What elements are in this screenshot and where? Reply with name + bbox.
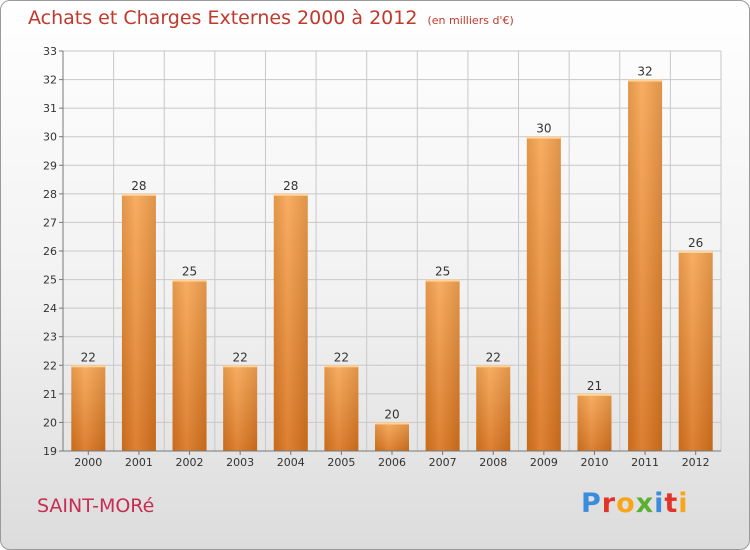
bar-top-edge-2012	[678, 251, 713, 253]
bar-shade-2004	[273, 193, 308, 451]
x-tick-label-2012: 2012	[682, 456, 710, 469]
title-row: Achats et Charges Externes 2000 à 2012 (e…	[28, 7, 514, 29]
x-tick-label-2000: 2000	[74, 456, 102, 469]
axes	[59, 50, 721, 455]
x-tick-label-2004: 2004	[277, 456, 305, 469]
bar-top-edge-2000	[71, 365, 106, 368]
bar-shade-2000	[71, 365, 106, 451]
bar-top-edge-2001	[121, 193, 156, 196]
x-tick-label-2007: 2007	[429, 456, 457, 469]
y-tick-label: 21	[43, 388, 57, 401]
data-label-2002: 25	[182, 265, 197, 279]
bar-top-edge-2011	[628, 79, 663, 82]
bar-top-edge-2006	[375, 422, 409, 425]
bar-shade-2008	[476, 365, 511, 451]
logo-letter: o	[616, 488, 636, 519]
bar-shade-2012	[678, 251, 713, 451]
y-tick-label: 23	[43, 331, 57, 344]
bar-shade-2006	[375, 422, 409, 451]
y-tick-label: 30	[43, 131, 57, 144]
bar-shade-2007	[425, 279, 460, 451]
grid-lines	[62, 50, 722, 452]
x-tick-label-2002: 2002	[176, 456, 204, 469]
x-tick-label-2011: 2011	[631, 456, 659, 469]
chart-subtitle: (en milliers d'€)	[427, 14, 514, 27]
y-tick-label: 24	[43, 302, 57, 315]
bar-top-edge-2010	[577, 393, 612, 396]
bar-shade-2011	[628, 79, 663, 452]
y-tick-label: 28	[43, 188, 57, 201]
data-label-2003: 22	[233, 350, 248, 364]
x-tick-label-2008: 2008	[479, 456, 507, 469]
y-tick-label: 32	[43, 74, 57, 87]
y-tick-label: 26	[43, 245, 57, 258]
logo-letter: i	[678, 488, 689, 519]
y-tick-label: 31	[43, 102, 57, 115]
data-label-2011: 32	[637, 65, 652, 79]
x-tick-label-2009: 2009	[530, 456, 558, 469]
logo-letter: x	[635, 488, 655, 519]
chart-title: Achats et Charges Externes 2000 à 2012	[28, 7, 418, 29]
bar-shade-2001	[121, 193, 156, 451]
data-label-2009: 30	[536, 122, 551, 136]
bar-top-edge-2004	[273, 193, 308, 196]
bar-top-edge-2002	[172, 279, 207, 282]
bar-top-edge-2005	[324, 365, 359, 368]
x-tick-label-2001: 2001	[125, 456, 153, 469]
logo-letter: r	[601, 488, 617, 519]
bar-top-edge-2003	[223, 365, 258, 368]
data-label-2006: 20	[384, 407, 399, 421]
bar-shade-2003	[223, 365, 258, 451]
data-label-2001: 28	[131, 179, 146, 193]
logo-letter: i	[654, 488, 665, 519]
x-tick-label-2003: 2003	[226, 456, 254, 469]
x-tick-label-2010: 2010	[580, 456, 608, 469]
commune-name: SAINT-MORé	[37, 495, 155, 517]
y-tick-label: 20	[43, 416, 57, 429]
bars	[71, 79, 713, 452]
labels: 19 20 21 22 23 24 25 26 27 28 29 30 31 32 33 22 2000 28 20…	[43, 45, 710, 469]
y-tick-label: 29	[43, 159, 57, 172]
data-label-2012: 26	[688, 236, 703, 250]
data-label-2005: 22	[334, 350, 349, 364]
y-tick-label: 27	[43, 216, 57, 229]
bar-shade-2009	[526, 136, 561, 451]
x-tick-label-2005: 2005	[327, 456, 355, 469]
data-label-2010: 21	[587, 379, 602, 393]
proxiti-logo: Proxiti	[581, 488, 689, 519]
y-tick-label: 25	[43, 274, 57, 287]
x-tick-label-2006: 2006	[378, 456, 406, 469]
data-label-2004: 28	[283, 179, 298, 193]
data-label-2008: 22	[486, 350, 501, 364]
logo-letter: P	[581, 488, 602, 519]
bar-shade-2010	[577, 393, 612, 451]
logo-letter: t	[664, 488, 679, 519]
data-label-2000: 22	[81, 350, 96, 364]
y-tick-label: 33	[43, 45, 57, 58]
y-tick-label: 19	[43, 445, 57, 458]
bar-top-edge-2007	[425, 279, 460, 282]
bar-shade-2002	[172, 279, 207, 451]
y-tick-label: 22	[43, 359, 57, 372]
bar-top-edge-2008	[476, 365, 511, 368]
data-label-2007: 25	[435, 265, 450, 279]
bar-shade-2005	[324, 365, 359, 451]
bar-top-edge-2009	[526, 136, 561, 139]
